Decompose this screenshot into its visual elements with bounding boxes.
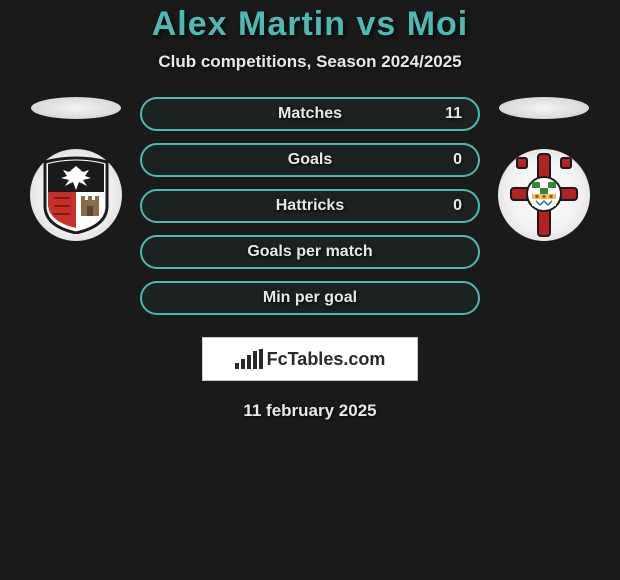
stat-label: Goals: [142, 151, 478, 169]
stat-label: Matches: [142, 105, 478, 123]
brand-bar: [247, 355, 251, 369]
brand-bar: [241, 359, 245, 369]
right-column: [498, 97, 590, 241]
page-title: Alex Martin vs Moi: [0, 5, 620, 44]
brand-bar: [259, 349, 263, 369]
racing-ferrol-crest-icon: [505, 152, 583, 238]
stat-row-goals: Goals 0: [140, 143, 480, 177]
stat-label: Goals per match: [142, 243, 478, 261]
page-subtitle: Club competitions, Season 2024/2025: [0, 52, 620, 72]
stat-label: Min per goal: [142, 289, 478, 307]
stats-list: Matches 11 Goals 0 Hattricks 0 Goals per…: [140, 97, 480, 315]
brand-chart-icon: [235, 349, 263, 369]
stat-value-right: 0: [453, 151, 462, 169]
stat-row-mpg: Min per goal: [140, 281, 480, 315]
brand-bar: [253, 351, 257, 369]
date-label: 11 february 2025: [0, 401, 620, 421]
left-disc: [31, 97, 121, 119]
stat-row-hattricks: Hattricks 0: [140, 189, 480, 223]
right-disc: [499, 97, 589, 119]
left-column: [30, 97, 122, 241]
stat-row-matches: Matches 11: [140, 97, 480, 131]
brand-box[interactable]: FcTables.com: [202, 337, 418, 381]
stat-row-gpm: Goals per match: [140, 235, 480, 269]
stat-value-right: 0: [453, 197, 462, 215]
stat-value-right: 11: [445, 105, 462, 123]
stat-label: Hattricks: [142, 197, 478, 215]
team-badge-right: [498, 149, 590, 241]
mirandes-crest-icon: [41, 156, 111, 234]
page-container: Alex Martin vs Moi Club competitions, Se…: [0, 0, 620, 421]
brand-bar: [235, 363, 239, 369]
brand-text: FcTables.com: [267, 349, 386, 370]
team-badge-left: [30, 149, 122, 241]
content-row: Matches 11 Goals 0 Hattricks 0 Goals per…: [0, 97, 620, 315]
